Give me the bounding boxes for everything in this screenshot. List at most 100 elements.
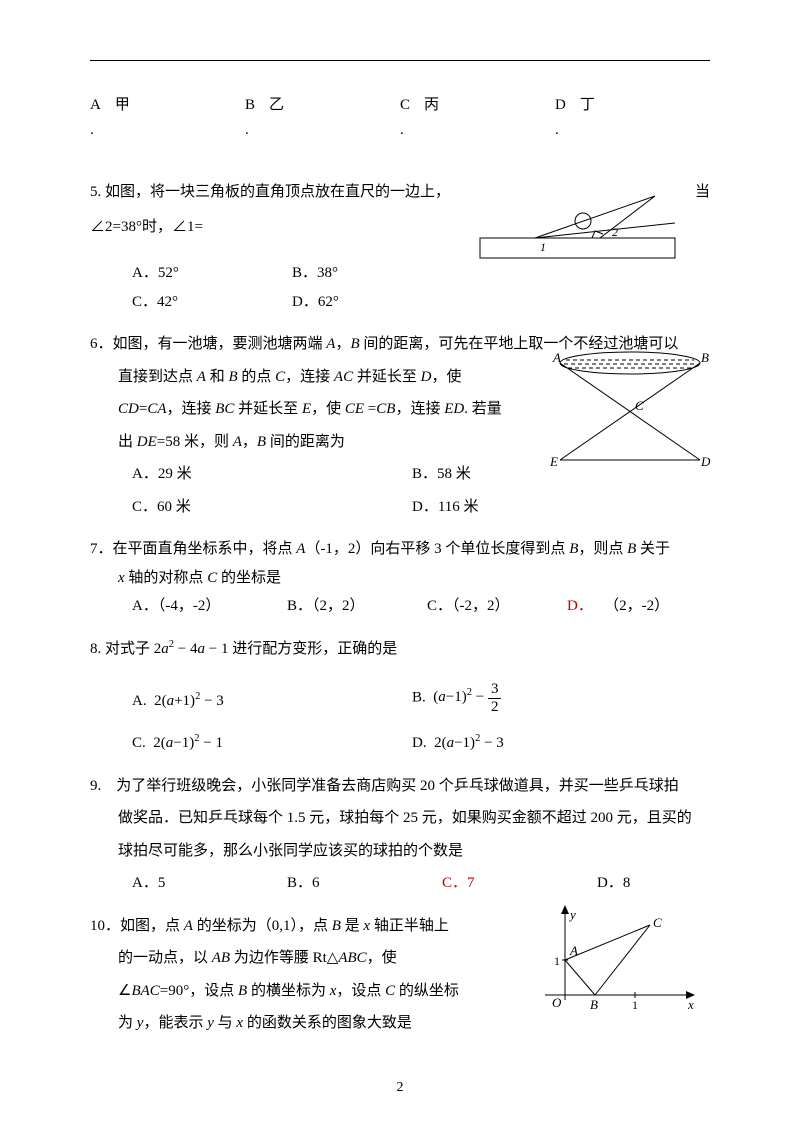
t: a: [167, 693, 175, 709]
t: C: [275, 369, 285, 385]
q7-opt-c: C．（-2，2）: [427, 592, 567, 621]
t: ，则点: [578, 541, 627, 557]
q9-opt-b: B．6: [287, 869, 442, 898]
page-number: 2: [0, 1075, 800, 1102]
q7: 7．在平面直角坐标系中，将点 A（-1，2）向右平移 3 个单位长度得到点 B，…: [90, 535, 710, 621]
t: CE: [345, 401, 364, 417]
t: 轴的对称点: [125, 570, 208, 586]
svg-text:B: B: [701, 350, 709, 365]
t: =: [364, 401, 376, 417]
t: 为边作等腰 Rt△: [230, 950, 338, 966]
q7-opt-d: D． （2，-2）: [567, 592, 710, 621]
t: 并延长至: [353, 369, 421, 385]
q9: 9. 为了举行班级晚会，小张同学准备去商店购买 20 个乒乓球做道具，并买一些乒…: [90, 772, 710, 898]
t: BC: [215, 401, 234, 417]
t: 2: [488, 699, 502, 716]
svg-text:1: 1: [632, 998, 638, 1012]
t: ABC: [338, 950, 366, 966]
t: 的横坐标为: [247, 983, 330, 999]
svg-text:B: B: [590, 997, 598, 1012]
t: AB: [212, 950, 230, 966]
t: ，使: [311, 401, 345, 417]
t: 的坐标是: [217, 570, 281, 586]
t: 进行配方变形，正确的是: [228, 641, 397, 657]
t: ），点: [290, 918, 331, 934]
q7-line1: 7．在平面直角坐标系中，将点 A（-1，2）向右平移 3 个单位长度得到点 B，…: [90, 535, 710, 564]
t: B.: [412, 689, 426, 705]
q7-opt-a: A．（-4，-2）: [132, 592, 287, 621]
opt-d: D丁 .: [555, 91, 710, 144]
q5-opt-c: C．42°: [132, 288, 292, 317]
t: BAC: [131, 983, 159, 999]
svg-text:2: 2: [612, 225, 618, 239]
q8-opt-c: C. 2(a−1)2 − 1: [132, 729, 412, 758]
t: 2(: [153, 735, 166, 751]
t: 关于: [636, 541, 670, 557]
q5-figure: 1 2: [480, 188, 680, 263]
t: CA: [147, 401, 166, 417]
t: a: [447, 735, 455, 751]
t: 的坐标为（: [193, 918, 272, 934]
t: C.: [132, 735, 146, 751]
t: ED: [444, 401, 464, 417]
q8-stem: 8. 对式子 2a2 − 4a − 1 进行配方变形，正确的是: [90, 635, 710, 664]
t: A: [233, 434, 242, 450]
t: （2，-2）: [604, 598, 669, 614]
t: DE: [137, 434, 157, 450]
t: B: [257, 434, 266, 450]
t: − 3: [480, 735, 503, 751]
svg-text:O: O: [552, 995, 562, 1010]
opt-c: C丙 .: [400, 91, 555, 144]
t: 的点: [238, 369, 276, 385]
q7-opt-b: B．（2，2）: [287, 592, 427, 621]
t: −: [472, 689, 488, 705]
top-rule: [90, 60, 710, 61]
t: =90°，设点: [160, 983, 238, 999]
q6-figure: A B C D E: [550, 350, 710, 470]
t: x: [118, 570, 125, 586]
t: 直接到达点: [118, 369, 197, 385]
dot: .: [555, 116, 710, 145]
text: 乙: [269, 91, 284, 120]
t: B: [569, 541, 578, 557]
t: ，: [335, 336, 350, 352]
t: − 3: [200, 693, 223, 709]
q9-opt-d: D．8: [597, 869, 710, 898]
dot: .: [400, 116, 555, 145]
t: D．: [567, 598, 593, 614]
q7-line2: x 轴的对称点 C 的坐标是: [90, 564, 710, 593]
svg-text:C: C: [653, 915, 662, 930]
t: （-1，2）向右平移 3 个单位长度得到点: [305, 541, 569, 557]
t: A: [197, 369, 206, 385]
t: a: [161, 641, 169, 657]
t: ，使: [367, 950, 397, 966]
opt-a: A甲 .: [90, 91, 245, 144]
q9-line2: 做奖品．已知乒乓球每个 1.5 元，球拍每个 25 元，如果购买金额不超过 20…: [90, 804, 710, 833]
t: 为: [118, 1015, 137, 1031]
t: − 4: [174, 641, 197, 657]
q8: 8. 对式子 2a2 − 4a − 1 进行配方变形，正确的是 A. 2(a+1…: [90, 635, 710, 758]
svg-text:C: C: [635, 398, 644, 413]
t: −1): [446, 689, 467, 705]
t: ，能表示: [143, 1015, 207, 1031]
t: 的函数关系的图象大致是: [243, 1015, 412, 1031]
t: 并延长至: [234, 401, 302, 417]
top-options: A甲 . B乙 . C丙 . D丁 .: [90, 91, 710, 144]
q10-figure: y x O A 1 B 1 C: [540, 905, 700, 1025]
t: AC: [334, 369, 353, 385]
q5-opt-d: D．62°: [292, 288, 452, 317]
dot: .: [245, 116, 400, 145]
t: D: [421, 369, 432, 385]
t: − 1: [199, 735, 222, 751]
t: C: [385, 983, 395, 999]
t: 轴正半轴上: [370, 918, 449, 934]
t: CB: [376, 401, 395, 417]
t: 和: [206, 369, 229, 385]
t: A: [184, 918, 193, 934]
q6-opt-c: C．60 米: [132, 493, 412, 522]
svg-text:1: 1: [554, 954, 560, 968]
q8-opt-a: A. 2(a+1)2 − 3: [132, 687, 412, 716]
q9-opt-c: C．7: [442, 869, 597, 898]
t: ，连接: [395, 401, 444, 417]
text: 丙: [424, 91, 439, 120]
